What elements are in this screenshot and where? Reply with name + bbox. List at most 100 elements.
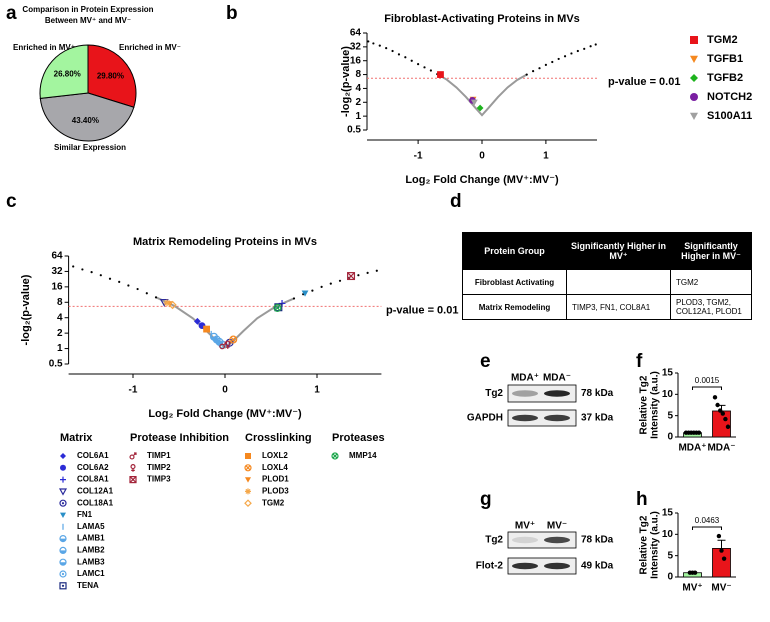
- marker-part: [690, 93, 698, 101]
- marker-part: [194, 317, 201, 325]
- threshold-label: p-value = 0.01: [386, 304, 458, 316]
- legend-label: TGFB2: [707, 72, 743, 84]
- legend-label: NOTCH2: [707, 91, 752, 103]
- legend-group-title: Crosslinking: [245, 432, 312, 444]
- table-cell: Fibroblast Activating: [462, 269, 567, 295]
- y-tick-label: 16: [51, 281, 63, 292]
- blot-row-label: Flot-2: [476, 561, 504, 572]
- blot-band: [544, 414, 570, 422]
- blot-strip: [507, 409, 577, 427]
- marker-part: [244, 464, 252, 472]
- pie-slice: [39, 44, 89, 99]
- legend-label: COL12A1: [77, 487, 114, 496]
- blot-band: [512, 414, 538, 422]
- legend-marker: [690, 93, 698, 101]
- legend-label: TGFB1: [707, 53, 743, 65]
- y-axis-label: Relative Tg2: [639, 375, 650, 434]
- marker-part: [332, 453, 338, 459]
- marker-part: [168, 300, 177, 310]
- legend-marker: [690, 112, 698, 120]
- blot-band: [544, 562, 570, 570]
- legend-marker: [59, 582, 67, 590]
- y-tick-label: 64: [51, 251, 63, 262]
- marker-part: [129, 476, 137, 484]
- blot-size-label: 78 kDa: [581, 388, 614, 399]
- data-point: [163, 299, 171, 307]
- y-tick-label: 0: [667, 432, 673, 443]
- significance-bracket: [692, 386, 722, 390]
- marker-part: [59, 582, 67, 590]
- marker-part: [61, 584, 65, 587]
- lane-label: MDA⁺: [511, 373, 539, 384]
- y-tick-label: 4: [57, 312, 63, 323]
- y-tick-label: 0.5: [49, 359, 63, 370]
- marker-part: [301, 290, 309, 297]
- data-point: [712, 395, 718, 400]
- chart-title: Matrix Remodeling Proteins in MVs: [133, 236, 317, 248]
- legend-label: S100A11: [707, 110, 752, 122]
- x-axis-label: Log₂ Fold Change (MV⁺:MV⁻): [148, 408, 302, 420]
- pie-slice: [87, 44, 137, 108]
- y-tick-label: 5: [667, 410, 673, 421]
- marker-part: [60, 464, 66, 471]
- legend-group-title: Matrix: [60, 432, 93, 444]
- data-point: [203, 325, 210, 333]
- data-point: [721, 556, 727, 561]
- y-axis-label: -log₂(p-value): [340, 46, 352, 117]
- background-point: [320, 285, 323, 288]
- background-point: [429, 69, 432, 72]
- legend-label: LOXL2: [262, 451, 288, 460]
- slice-value-label: 26.80%: [54, 70, 81, 79]
- legend-marker: [130, 464, 136, 472]
- chart-title: Fibroblast-Activating Proteins in MVs: [384, 13, 580, 25]
- legend-marker: [58, 488, 68, 496]
- y-tick-label: 0: [667, 572, 673, 583]
- panel-label: d: [450, 191, 462, 212]
- marker-part: [59, 570, 67, 578]
- panel-label: a: [6, 3, 17, 24]
- background-point: [557, 57, 560, 61]
- marker-part: [437, 71, 444, 78]
- y-tick-label: 2: [57, 328, 63, 339]
- significance-label: 0.0015: [695, 376, 720, 385]
- header-cell: Protein Group: [462, 232, 567, 270]
- lane-label: MV⁺: [515, 521, 535, 532]
- background-point: [72, 265, 75, 268]
- legend-label: TIMP3: [147, 475, 171, 484]
- significance-label: 0.0463: [695, 516, 720, 525]
- background-point: [329, 282, 332, 285]
- marker-part: [347, 272, 356, 281]
- x-tick-label: -1: [414, 151, 423, 162]
- legend-marker: [245, 453, 251, 459]
- marker-part: [331, 452, 339, 460]
- x-tick-label: MDA⁺: [678, 443, 706, 454]
- lane-label: MDA⁻: [543, 373, 571, 384]
- legend-label: COL8A1: [77, 475, 109, 484]
- legend-marker: [59, 546, 67, 555]
- legend-label: TIMP1: [147, 451, 171, 460]
- marker-part: [690, 112, 698, 120]
- legend-marker: [129, 452, 137, 460]
- legend-marker: [129, 476, 137, 484]
- marker-part: [476, 104, 484, 112]
- background-point: [357, 274, 360, 277]
- y-tick-label: 5: [667, 550, 673, 561]
- legend-marker: [60, 512, 66, 518]
- legend-label: COL6A2: [77, 463, 109, 472]
- summary-table: Protein Group Significantly Higher in MV…: [462, 232, 752, 320]
- y-tick-label: 1: [57, 343, 63, 354]
- marker-part: [229, 335, 238, 344]
- table-header: Protein Group Significantly Higher in MV…: [462, 232, 752, 270]
- background-point: [589, 45, 592, 48]
- y-tick-label: 15: [662, 508, 674, 519]
- marker-part: [690, 36, 698, 44]
- marker-part: [245, 477, 251, 483]
- marker-part: [274, 303, 283, 312]
- background-point: [423, 66, 426, 69]
- background-point: [99, 274, 102, 277]
- data-point: [720, 411, 725, 416]
- error-bar: [717, 539, 726, 549]
- x-tick-label: 1: [543, 151, 549, 162]
- blot-row-label: GAPDH: [467, 413, 503, 424]
